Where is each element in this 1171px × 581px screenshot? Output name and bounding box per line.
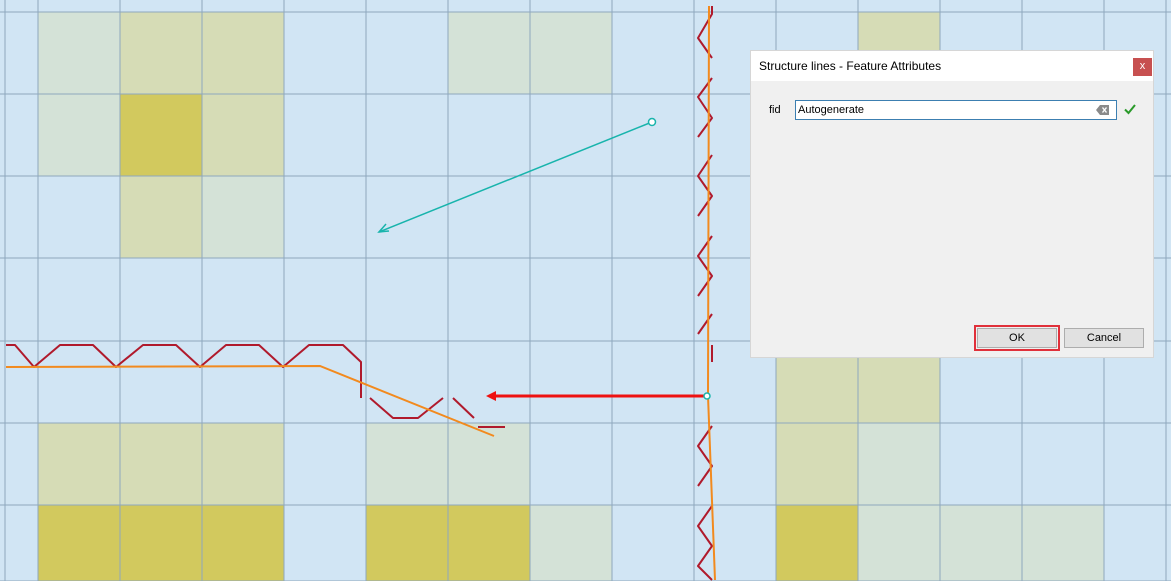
cancel-button[interactable]: Cancel — [1064, 328, 1144, 348]
raster-cell — [776, 505, 858, 581]
feature-attributes-dialog: Structure lines - Feature Attributes x f… — [751, 51, 1153, 357]
raster-cell — [858, 505, 940, 581]
raster-cell — [38, 12, 120, 94]
raster-cell — [202, 505, 284, 581]
raster-cell — [202, 12, 284, 94]
raster-cell — [120, 12, 202, 94]
raster-cell — [448, 12, 530, 94]
raster-cell — [38, 423, 120, 505]
raster-cell — [530, 12, 612, 94]
structure-ticks-vertical — [697, 6, 713, 581]
raster-cells — [38, 12, 1104, 581]
checkmark-icon — [1124, 104, 1136, 115]
close-button[interactable]: x — [1133, 58, 1152, 76]
raster-cell — [858, 423, 940, 505]
digitizing-line — [377, 121, 653, 233]
structure-ticks-left — [6, 344, 505, 428]
raster-cell — [120, 423, 202, 505]
raster-cell — [120, 94, 202, 176]
raster-cell — [38, 505, 120, 581]
raster-cell — [366, 505, 448, 581]
raster-cell — [366, 423, 448, 505]
raster-cell — [530, 505, 612, 581]
vertex-marker-snap[interactable] — [703, 392, 711, 400]
raster-cell — [202, 423, 284, 505]
raster-cell — [120, 505, 202, 581]
raster-cell — [1022, 505, 1104, 581]
red-arrow — [486, 391, 706, 401]
raster-cell — [202, 176, 284, 258]
clear-text-icon[interactable] — [1096, 104, 1110, 116]
ok-button[interactable]: OK — [974, 325, 1060, 351]
dialog-title: Structure lines - Feature Attributes — [759, 59, 942, 73]
fid-field-container[interactable] — [795, 100, 1117, 120]
fid-label: fid — [769, 104, 781, 116]
close-icon: x — [1139, 60, 1146, 72]
raster-cell — [776, 423, 858, 505]
raster-cell — [940, 505, 1022, 581]
vertex-marker[interactable] — [647, 117, 657, 127]
raster-cell — [120, 176, 202, 258]
raster-cell — [38, 94, 120, 176]
raster-cell — [202, 94, 284, 176]
raster-cell — [448, 505, 530, 581]
structure-line — [5, 5, 716, 581]
raster-cell — [448, 423, 530, 505]
dialog-titlebar[interactable]: Structure lines - Feature Attributes x — [751, 51, 1153, 81]
fid-input[interactable] — [798, 102, 1088, 118]
